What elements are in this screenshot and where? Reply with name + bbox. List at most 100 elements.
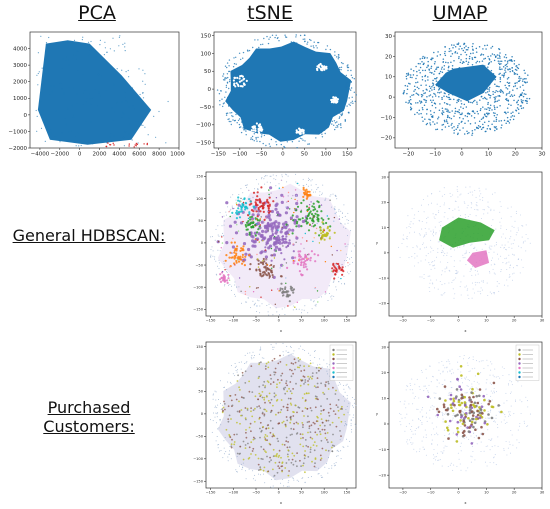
scatter-point <box>411 430 413 432</box>
scatter-point <box>490 60 492 63</box>
scatter-point <box>354 423 356 425</box>
scatter-point <box>418 87 420 90</box>
scatter-point <box>219 450 221 452</box>
scatter-point <box>137 120 139 122</box>
scatter-point <box>411 76 413 79</box>
scatter-point <box>449 363 451 365</box>
scatter-point <box>485 188 487 190</box>
scatter-point <box>500 421 502 423</box>
scatter-point <box>220 403 221 404</box>
x-tick-label: 30 <box>540 491 545 495</box>
scatter-point <box>228 70 231 73</box>
scatter-point <box>445 95 448 98</box>
scatter-point <box>431 82 434 84</box>
scatter-point <box>425 416 427 418</box>
scatter-point <box>466 130 468 132</box>
cluster-point <box>295 241 297 243</box>
scatter-point <box>490 390 492 392</box>
scatter-point <box>447 261 449 264</box>
scatter-point <box>335 196 337 197</box>
scatter-point <box>498 54 500 56</box>
scatter-point <box>516 447 518 449</box>
scatter-point <box>278 183 280 185</box>
cluster-point <box>271 230 274 233</box>
scatter-point <box>347 265 349 267</box>
scatter-point <box>298 348 300 350</box>
y-tick-label: −20 <box>380 136 392 142</box>
scatter-point <box>457 132 459 134</box>
cluster-point <box>225 241 229 245</box>
scatter-point <box>427 390 429 392</box>
cluster-point <box>314 260 317 263</box>
scatter-point <box>144 73 146 75</box>
scatter-point <box>344 85 347 87</box>
scatter-point <box>493 293 495 295</box>
y-tick-label: 100 <box>196 197 204 201</box>
scatter-point <box>286 181 288 183</box>
cluster-point <box>306 221 309 224</box>
cluster-point <box>295 195 298 197</box>
scatter-point <box>224 96 226 99</box>
customer-point <box>286 419 289 422</box>
scatter-point <box>231 115 233 117</box>
scatter-point <box>405 425 407 427</box>
scatter-point <box>441 251 443 253</box>
customer-point <box>258 392 261 395</box>
scatter-point <box>465 427 467 429</box>
cluster-point <box>304 189 307 192</box>
customer-point <box>252 447 255 450</box>
cluster-point <box>269 265 271 267</box>
scatter-point <box>423 385 425 387</box>
scatter-point <box>212 394 214 396</box>
cluster-point <box>320 217 323 220</box>
customer-point <box>314 462 316 465</box>
y-tick-label: 0 <box>201 412 204 416</box>
customer-point <box>309 436 312 439</box>
scatter-point <box>523 77 526 80</box>
cluster-point <box>297 250 300 253</box>
customer-point <box>307 383 310 386</box>
scatter-point <box>428 85 431 88</box>
gap <box>232 79 235 82</box>
scatter-point <box>59 141 61 143</box>
scatter-point <box>444 126 447 128</box>
scatter-point <box>144 126 146 128</box>
scatter-point <box>248 49 251 52</box>
scatter-point <box>512 243 514 245</box>
scatter-point <box>496 128 498 130</box>
scatter-point <box>419 220 421 222</box>
customer-point <box>268 442 271 445</box>
cluster-point <box>329 199 331 201</box>
scatter-point <box>128 117 130 119</box>
customer-point <box>303 369 306 372</box>
customer-point <box>235 398 238 401</box>
scatter-point <box>476 388 478 390</box>
gap <box>335 96 338 99</box>
customer-point <box>436 407 439 411</box>
x-tick-label: 20 <box>512 319 517 323</box>
scatter-point <box>287 175 289 177</box>
scatter-point <box>490 361 492 363</box>
scatter-point <box>347 445 349 447</box>
cluster-point <box>272 200 275 203</box>
scatter-point <box>433 92 435 95</box>
customer-point <box>289 421 292 424</box>
scatter-point <box>106 51 108 53</box>
scatter-point <box>214 416 216 418</box>
scatter-point <box>499 95 501 98</box>
scatter-point <box>57 47 59 49</box>
customer-point <box>290 362 293 365</box>
scatter-point <box>263 37 265 40</box>
scatter-point <box>349 104 351 107</box>
scatter-point <box>316 47 318 49</box>
scatter-point <box>424 385 426 387</box>
scatter-point <box>78 145 80 147</box>
cluster-point <box>299 263 303 267</box>
scatter-point <box>444 252 446 254</box>
scatter-point <box>101 75 103 77</box>
customer-point <box>479 414 482 417</box>
scatter-point <box>213 412 214 414</box>
scatter-point <box>346 219 348 221</box>
scatter-point <box>350 87 353 89</box>
scatter-point <box>286 345 288 347</box>
